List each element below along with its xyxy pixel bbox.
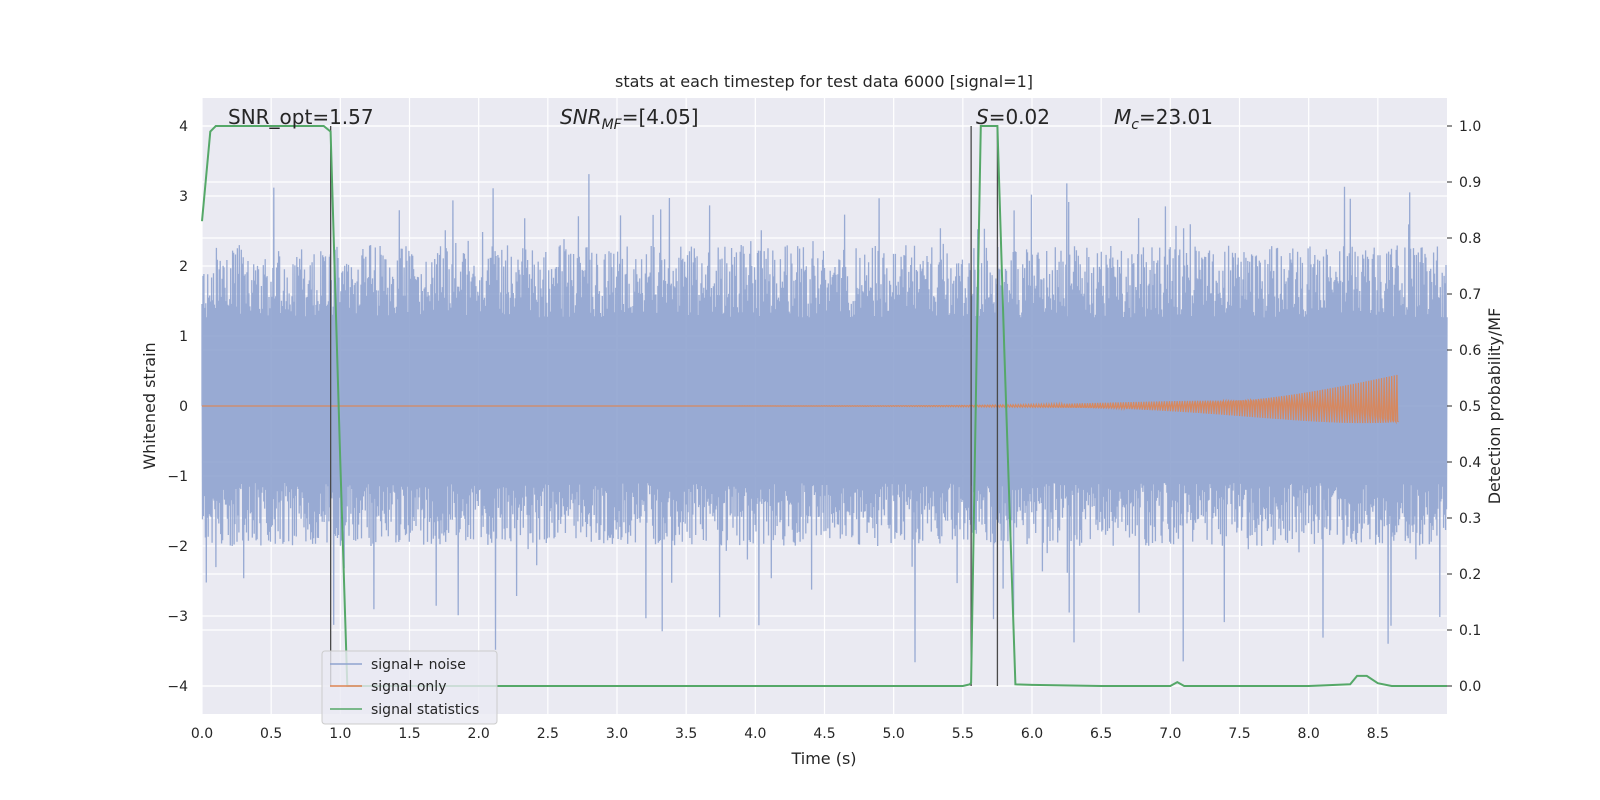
x-tick-label: 6.5 bbox=[1090, 726, 1112, 742]
x-tick-label: 5.5 bbox=[952, 726, 974, 742]
snr-mf-value: =[4.05] bbox=[622, 105, 699, 129]
y-axis-label: Whitened strain bbox=[140, 342, 159, 469]
x-tick-label: 1.0 bbox=[329, 726, 351, 742]
y-tick-label: −3 bbox=[167, 609, 188, 625]
y-tick-label: 4 bbox=[179, 119, 188, 135]
x-tick-label: 3.0 bbox=[606, 726, 628, 742]
y-tick-label: 3 bbox=[179, 189, 188, 205]
snr-mf-symbol: SNR bbox=[560, 105, 602, 129]
y2-tick-label: 0.0 bbox=[1459, 679, 1481, 695]
axis-ticks: 0.0 0.5 1.0 1.5 2.0 2.5 3.0 3.5 4.0 4.5 5.0 5.5 6.0 6… bbox=[167, 119, 1481, 742]
signal-statistics-line bbox=[201, 125, 1447, 687]
y2-tick-label: 0.3 bbox=[1459, 511, 1481, 527]
x-tick-label: 2.5 bbox=[537, 726, 559, 742]
snr-opt-annotation: SNR_opt=1.57 bbox=[228, 105, 374, 129]
chart-title: stats at each timestep for test data 600… bbox=[615, 72, 1033, 91]
x-tick-label: 0.0 bbox=[191, 726, 213, 742]
legend-box bbox=[321, 650, 498, 725]
x-axis-label: Time (s) bbox=[790, 749, 856, 768]
x-tick-label: 5.0 bbox=[883, 726, 905, 742]
y-tick-label: 1 bbox=[179, 329, 188, 345]
y-tick-label: 2 bbox=[179, 259, 188, 275]
s-value: =0.02 bbox=[989, 105, 1050, 129]
s-symbol: S bbox=[976, 105, 989, 129]
y2-tick-label: 0.5 bbox=[1459, 399, 1481, 415]
x-tick-label: 0.5 bbox=[260, 726, 282, 742]
x-tick-label: 2.0 bbox=[468, 726, 490, 742]
y-tick-label: 0 bbox=[179, 399, 188, 415]
x-tick-label: 7.5 bbox=[1228, 726, 1250, 742]
x-tick-label: 7.0 bbox=[1159, 726, 1181, 742]
y2-tick-label: 1.0 bbox=[1459, 119, 1481, 135]
signal-noise-series bbox=[201, 174, 1448, 663]
x-tick-label: 3.5 bbox=[675, 726, 697, 742]
mc-annotation: Mc=23.01 bbox=[1114, 105, 1213, 133]
x-tick-label: 8.0 bbox=[1298, 726, 1320, 742]
legend-label-signal-noise: signal+ noise bbox=[371, 657, 466, 673]
snr-mf-annotation: SNRMF=[4.05] bbox=[560, 105, 699, 133]
y2-tick-label: 0.7 bbox=[1459, 287, 1481, 303]
mc-symbol: M bbox=[1114, 105, 1131, 129]
s-annotation: S=0.02 bbox=[976, 105, 1050, 129]
y-tick-label: −1 bbox=[167, 469, 188, 485]
signal-noise-trace bbox=[201, 174, 1448, 663]
signal-only-series bbox=[202, 374, 1399, 425]
y-tick-label: −2 bbox=[167, 539, 188, 555]
signal-only-trace bbox=[202, 374, 1399, 425]
y-tick-label: −4 bbox=[167, 679, 188, 695]
y2-tick-label: 0.2 bbox=[1459, 567, 1481, 583]
y2-axis-label: Detection probability/MF bbox=[1485, 308, 1504, 505]
y2-tick-label: 0.4 bbox=[1459, 455, 1481, 471]
x-tick-label: 8.5 bbox=[1367, 726, 1389, 742]
legend-label-signal-statistics: signal statistics bbox=[371, 702, 479, 718]
snr-mf-subscript: MF bbox=[602, 117, 623, 133]
y2-tick-label: 0.1 bbox=[1459, 623, 1481, 639]
y2-tick-label: 0.8 bbox=[1459, 231, 1481, 247]
vertical-marker-lines bbox=[329, 126, 999, 686]
x-tick-label: 1.5 bbox=[398, 726, 420, 742]
legend: signal+ noise signal only signal statist… bbox=[321, 650, 498, 725]
x-tick-label: 4.0 bbox=[744, 726, 766, 742]
mc-value: =23.01 bbox=[1139, 105, 1213, 129]
x-tick-label: 4.5 bbox=[813, 726, 835, 742]
y2-tick-label: 0.6 bbox=[1459, 343, 1481, 359]
y2-tick-label: 0.9 bbox=[1459, 175, 1481, 191]
mc-subscript: c bbox=[1131, 117, 1139, 133]
x-tick-label: 6.0 bbox=[1021, 726, 1043, 742]
legend-label-signal-only: signal only bbox=[371, 679, 446, 695]
